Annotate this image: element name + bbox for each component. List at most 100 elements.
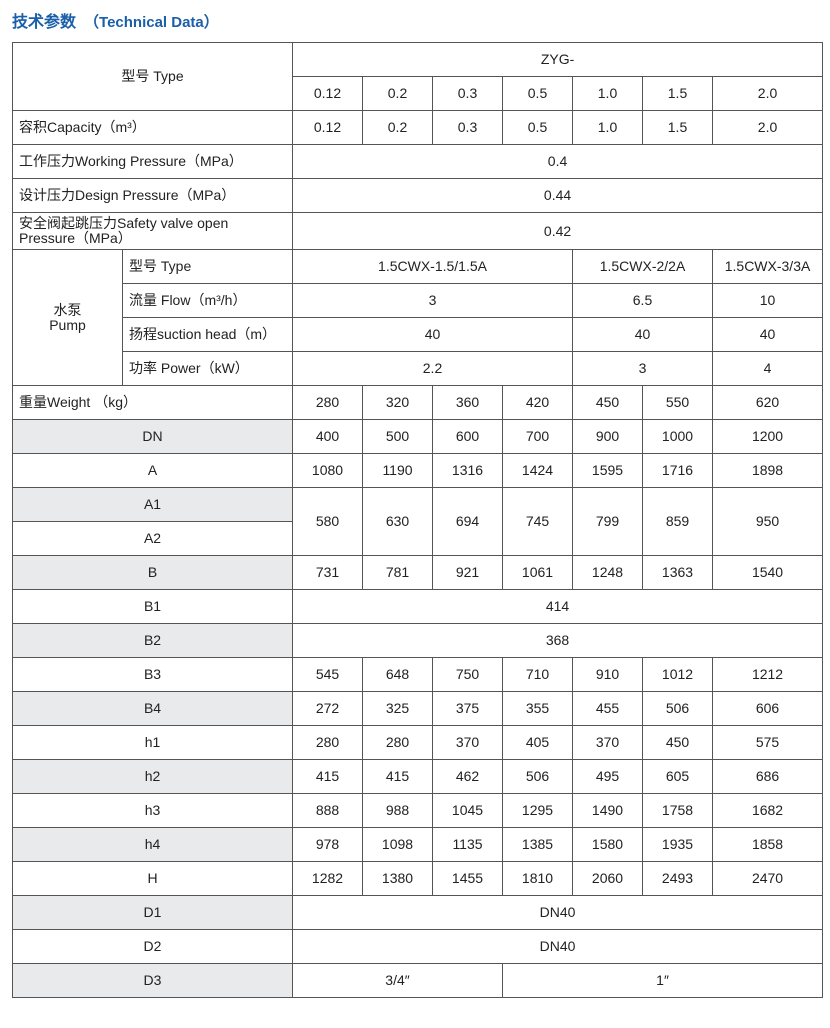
value-cell: 0.42 bbox=[291, 212, 824, 250]
value-cell: 580 bbox=[292, 487, 363, 556]
value-cell: 1380 bbox=[362, 861, 433, 896]
table-row: H 1282 1380 1455 1810 2060 2493 2470 bbox=[12, 861, 824, 896]
title: 技术参数 （Technical Data） bbox=[12, 8, 219, 32]
value-cell: 745 bbox=[502, 487, 573, 556]
value-cell: 1135 bbox=[432, 827, 503, 862]
value-cell: 600 bbox=[432, 419, 503, 454]
dimension-label: D1 bbox=[12, 895, 293, 930]
value-cell: 1935 bbox=[642, 827, 713, 862]
value-cell: 799 bbox=[572, 487, 643, 556]
dimension-label: A bbox=[12, 453, 293, 488]
value-cell: 3 bbox=[292, 283, 573, 318]
value-cell: 3 bbox=[572, 351, 713, 386]
value-cell: 1858 bbox=[711, 827, 824, 862]
value-cell: 1424 bbox=[502, 453, 573, 488]
header-model: 0.12 bbox=[292, 76, 363, 111]
value-cell: 10 bbox=[711, 283, 824, 318]
table-row: A2 bbox=[12, 521, 823, 556]
table-row: 功率 Power（kW） 2.2 3 4 bbox=[13, 351, 824, 386]
pump-label-line: 水泵 bbox=[53, 301, 82, 318]
table-row: h2 415 415 462 506 495 605 686 bbox=[12, 759, 824, 794]
value-cell: 415 bbox=[362, 759, 433, 794]
value-cell: 575 bbox=[711, 725, 824, 760]
dimension-label: D3 bbox=[12, 963, 293, 998]
header-model: 0.5 bbox=[502, 76, 573, 111]
table-row: h3 888 988 1045 1295 1490 1758 1682 bbox=[12, 793, 824, 828]
value-cell: 280 bbox=[292, 385, 363, 420]
header-label: 型号 Type bbox=[12, 42, 293, 111]
row-label: 工作压力Working Pressure（MPa） bbox=[12, 144, 293, 179]
dimension-label: A1 bbox=[12, 487, 293, 522]
table-row: B4 272 325 375 355 455 506 606 bbox=[12, 691, 824, 726]
row-label: 容积Capacity（m³） bbox=[12, 110, 293, 145]
value-cell: 2470 bbox=[711, 861, 824, 896]
dimension-label: h3 bbox=[12, 793, 293, 828]
value-cell: 1295 bbox=[502, 793, 573, 828]
value-cell: 40 bbox=[711, 317, 824, 352]
value-cell: 700 bbox=[502, 419, 573, 454]
value-cell: 1200 bbox=[711, 419, 824, 454]
pump-label: 水泵 Pump bbox=[12, 249, 123, 386]
dimension-label: B1 bbox=[12, 589, 293, 624]
value-cell: 2493 bbox=[642, 861, 713, 896]
pump-row-label: 功率 Power（kW） bbox=[122, 351, 293, 386]
value-cell: DN40 bbox=[291, 929, 824, 964]
title-en: （Technical Data） bbox=[84, 14, 219, 31]
value-cell: 400 bbox=[292, 419, 363, 454]
dimension-label: h2 bbox=[12, 759, 293, 794]
table-row: 流量 Flow（m³/h） 3 6.5 10 bbox=[13, 283, 824, 318]
table-row: 0.12 0.2 0.3 0.5 1.0 1.5 2.0 bbox=[13, 76, 824, 111]
value-cell: 781 bbox=[362, 555, 433, 590]
table-row: A 1080 1190 1316 1424 1595 1716 1898 bbox=[12, 453, 824, 488]
table-row: B2 368 bbox=[12, 623, 824, 658]
value-cell: 620 bbox=[711, 385, 824, 420]
dimension-label: A2 bbox=[12, 521, 293, 556]
value-cell: 1098 bbox=[362, 827, 433, 862]
table-row: 容积Capacity（m³） 0.12 0.2 0.3 0.5 1.0 1.5 2.0 bbox=[12, 110, 824, 145]
value-cell: 415 bbox=[292, 759, 363, 794]
row-label: 安全阀起跳压力Safety valve open Pressure（MPa） bbox=[12, 212, 293, 250]
value-cell: 1898 bbox=[711, 453, 824, 488]
row-label: 设计压力Design Pressure（MPa） bbox=[12, 178, 293, 213]
header-model: 1.5 bbox=[642, 76, 713, 111]
value-cell: 1455 bbox=[432, 861, 503, 896]
value-cell: 630 bbox=[362, 487, 433, 556]
dimension-label: h4 bbox=[12, 827, 293, 862]
value-cell: 1.5CWX-3/3A bbox=[711, 249, 824, 284]
value-cell: DN40 bbox=[291, 895, 824, 930]
value-cell: 1490 bbox=[572, 793, 643, 828]
value-cell: 405 bbox=[502, 725, 573, 760]
value-cell: 450 bbox=[572, 385, 643, 420]
value-cell: 1248 bbox=[572, 555, 643, 590]
value-cell: 1716 bbox=[642, 453, 713, 488]
table-row: 扬程suction head（m） 40 40 40 bbox=[13, 317, 824, 352]
value-cell: 731 bbox=[292, 555, 363, 590]
table-row: DN 400 500 600 700 900 1000 1200 bbox=[12, 419, 824, 454]
value-cell: 1045 bbox=[432, 793, 503, 828]
value-cell: 500 bbox=[362, 419, 433, 454]
value-cell: 495 bbox=[572, 759, 643, 794]
table-row: h1 280 280 370 405 370 450 575 bbox=[12, 725, 824, 760]
value-cell: 1061 bbox=[502, 555, 573, 590]
value-cell: 910 bbox=[572, 657, 643, 692]
value-cell: 1212 bbox=[711, 657, 824, 692]
value-cell: 2.0 bbox=[711, 110, 824, 145]
value-cell: 0.3 bbox=[432, 110, 503, 145]
value-cell: 375 bbox=[432, 691, 503, 726]
value-cell: 4 bbox=[711, 351, 824, 386]
pump-row-label: 扬程suction head（m） bbox=[122, 317, 293, 352]
value-cell: 6.5 bbox=[572, 283, 713, 318]
value-cell: 506 bbox=[642, 691, 713, 726]
value-cell: 1000 bbox=[642, 419, 713, 454]
value-cell: 1″ bbox=[501, 963, 824, 998]
value-cell: 370 bbox=[572, 725, 643, 760]
value-cell: 606 bbox=[711, 691, 824, 726]
dimension-label: B3 bbox=[12, 657, 293, 692]
value-cell: 1363 bbox=[642, 555, 713, 590]
value-cell: 0.4 bbox=[291, 144, 824, 179]
value-cell: 272 bbox=[292, 691, 363, 726]
header-series: ZYG- bbox=[291, 42, 824, 77]
pump-row-label: 流量 Flow（m³/h） bbox=[122, 283, 293, 318]
dimension-label: B4 bbox=[12, 691, 293, 726]
